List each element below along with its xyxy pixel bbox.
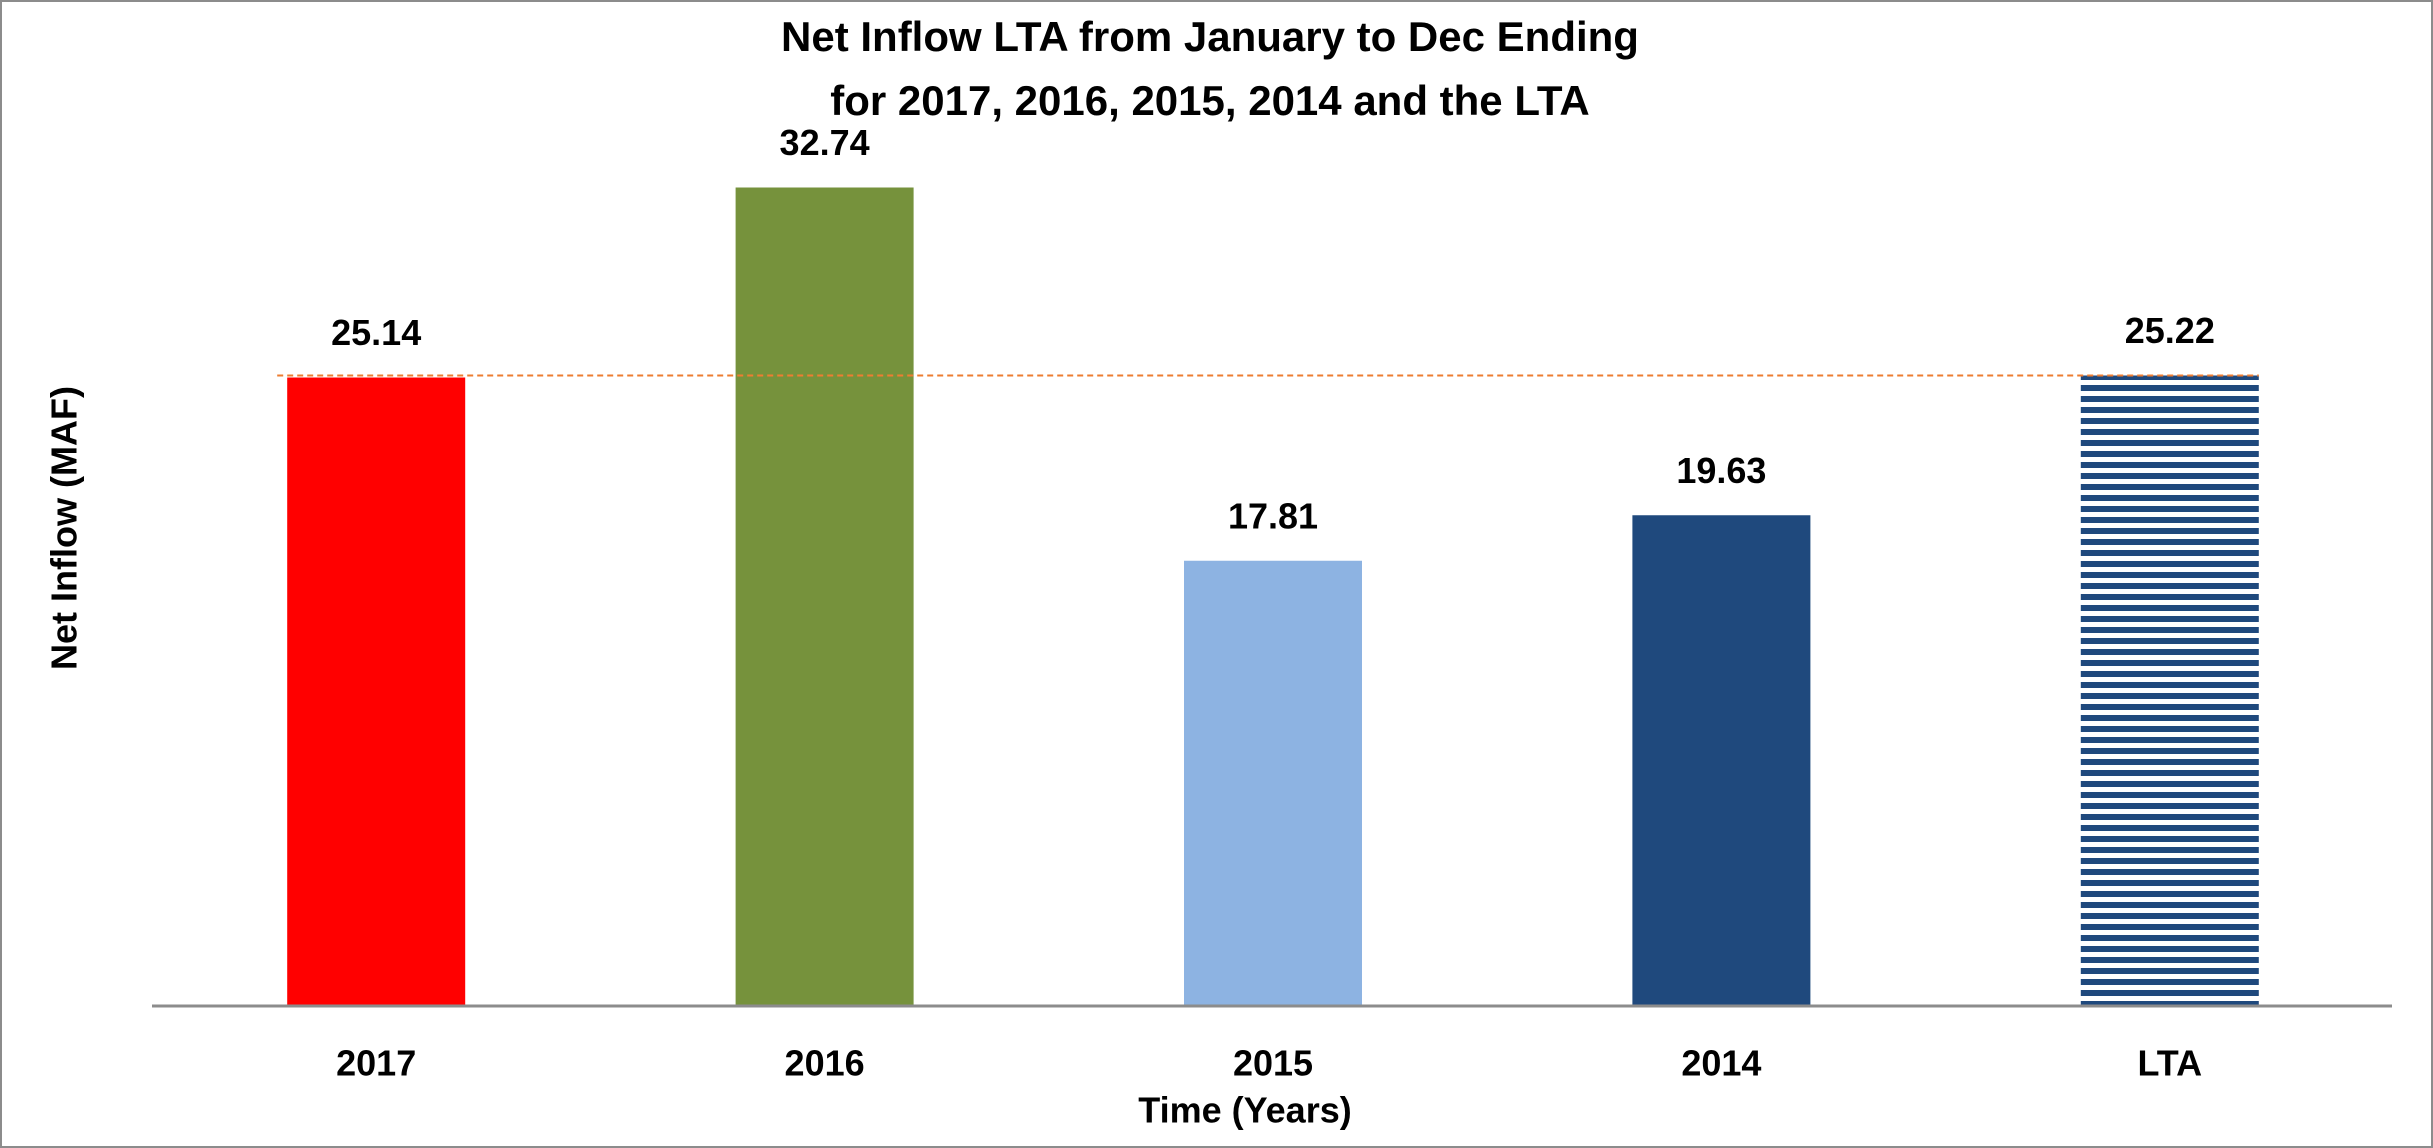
bar bbox=[2080, 375, 2259, 1006]
chart-title: for 2017, 2016, 2015, 2014 and the LTA bbox=[830, 77, 1590, 124]
value-label: 32.74 bbox=[780, 122, 870, 163]
y-axis-label: Net Inflow (MAF) bbox=[44, 386, 85, 670]
bar bbox=[1632, 515, 1811, 1006]
x-tick-label: 2015 bbox=[1233, 1043, 1313, 1084]
bar bbox=[287, 377, 466, 1006]
x-axis-label: Time (Years) bbox=[1138, 1090, 1351, 1131]
x-tick-label: 2017 bbox=[336, 1043, 416, 1084]
value-label: 17.81 bbox=[1228, 495, 1318, 536]
bar bbox=[1184, 560, 1362, 1006]
x-tick-label: 2014 bbox=[1681, 1043, 1761, 1084]
x-tick-label: LTA bbox=[2137, 1043, 2202, 1084]
x-tick-label: 2016 bbox=[785, 1043, 865, 1084]
bar bbox=[735, 187, 914, 1006]
chart-title: Net Inflow LTA from January to Dec Endin… bbox=[781, 13, 1639, 60]
value-label: 19.63 bbox=[1676, 450, 1766, 491]
value-label: 25.22 bbox=[2125, 310, 2215, 351]
value-label: 25.14 bbox=[331, 312, 421, 353]
